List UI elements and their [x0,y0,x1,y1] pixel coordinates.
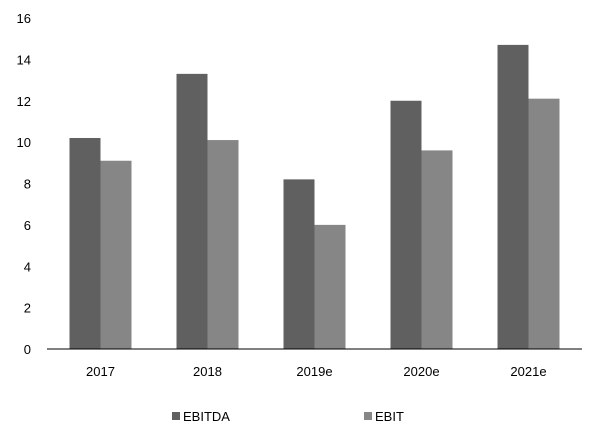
legend-label-ebit: EBIT [375,409,404,424]
y-tick-label: 0 [24,342,31,357]
bar-ebitda-2018 [176,73,208,349]
bar-ebit-2020e [421,150,453,349]
y-axis-ticks: 0 2 4 6 8 10 12 14 16 [17,11,31,357]
legend-swatch-ebitda [172,412,180,420]
legend-swatch-ebit [364,412,372,420]
bar-ebit-2017 [100,160,132,349]
y-tick-label: 6 [24,218,31,233]
bar-ebitda-2019e [283,179,315,349]
bar-ebitda-2020e [390,100,422,349]
bar-ebit-2018 [207,140,239,349]
x-tick-label: 2020e [403,364,439,379]
y-tick-label: 4 [24,259,31,274]
y-tick-label: 8 [24,177,31,192]
y-tick-label: 12 [17,94,31,109]
bar-ebit-2019e [314,224,346,349]
y-tick-label: 2 [24,301,31,316]
legend: EBITDA EBIT [172,409,404,424]
x-tick-label: 2021e [510,364,546,379]
y-tick-label: 10 [17,135,31,150]
x-axis-ticks: 2017 2018 2019e 2020e 2021e [86,364,547,379]
legend-label-ebitda: EBITDA [183,409,230,424]
x-tick-label: 2019e [296,364,332,379]
bar-ebitda-2021e [497,44,529,350]
bar-ebit-2021e [528,98,560,350]
x-tick-label: 2017 [86,364,115,379]
bars-group [69,44,560,350]
x-tick-label: 2018 [193,364,222,379]
y-tick-label: 14 [17,52,31,67]
y-tick-label: 16 [17,11,31,26]
bar-ebitda-2017 [69,137,101,349]
